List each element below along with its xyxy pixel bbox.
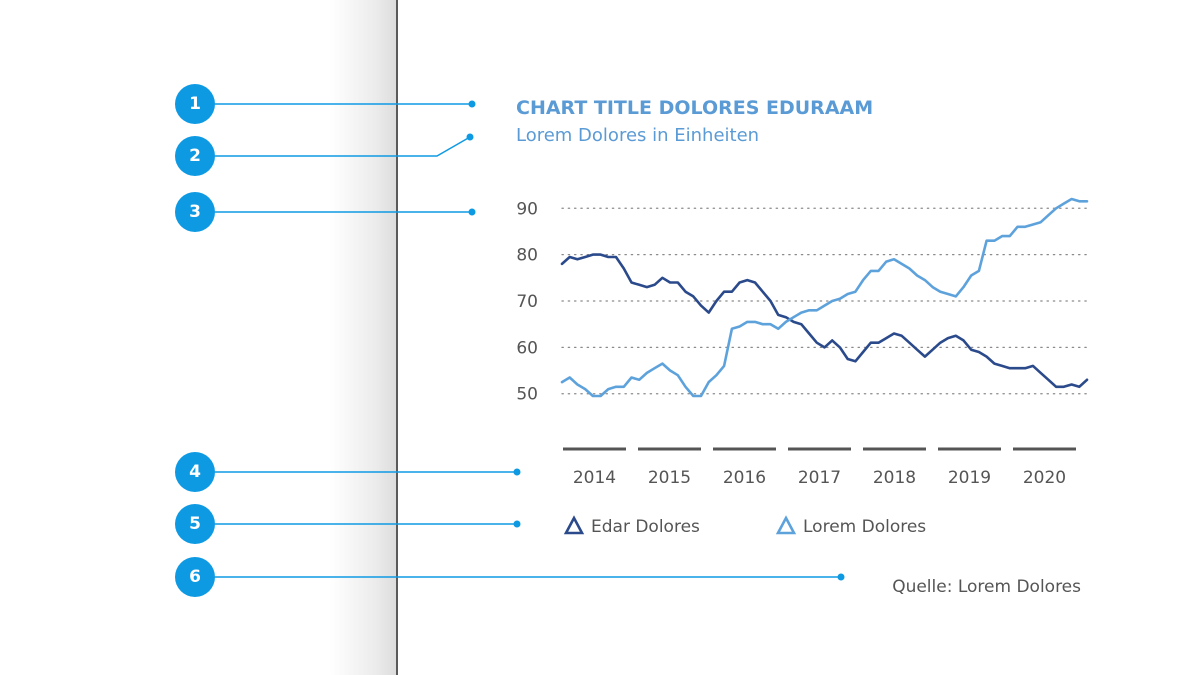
annotation-badge-1: 1 bbox=[175, 84, 215, 124]
x-tick-label: 2017 bbox=[798, 468, 841, 488]
legend-marker-triangle-icon bbox=[775, 515, 797, 535]
y-tick-label: 60 bbox=[516, 338, 538, 358]
y-tick-label: 70 bbox=[516, 292, 538, 312]
x-tick-label: 2015 bbox=[648, 468, 691, 488]
x-tick-label: 2018 bbox=[873, 468, 916, 488]
source-note: Quelle: Lorem Dolores bbox=[892, 577, 1081, 597]
annotation-badge-3: 3 bbox=[175, 192, 215, 232]
y-axis-ticks: 90 80 70 60 50 bbox=[516, 199, 538, 404]
legend: Edar Dolores Lorem Dolores bbox=[563, 515, 926, 537]
connector-dot-2 bbox=[466, 133, 474, 141]
annotation-badge-5: 5 bbox=[175, 504, 215, 544]
annotation-badge-2: 2 bbox=[175, 136, 215, 176]
x-axis-ticks: 2014 2015 2016 2017 2018 2019 2020 bbox=[573, 468, 1066, 488]
connector-dot-6 bbox=[837, 573, 845, 581]
connector-dot-5 bbox=[513, 520, 521, 528]
y-tick-label: 50 bbox=[516, 385, 538, 405]
page-edge-line bbox=[396, 0, 398, 675]
chart-title: CHART TITLE DOLORES EDURAAM bbox=[516, 97, 873, 119]
x-tick-label: 2014 bbox=[573, 468, 616, 488]
legend-label: Edar Dolores bbox=[591, 517, 700, 537]
series-line-edar-dolores bbox=[560, 253, 1089, 389]
y-tick-label: 80 bbox=[516, 246, 538, 266]
connector-dot-4 bbox=[513, 468, 521, 476]
connector-line-2 bbox=[215, 136, 471, 157]
legend-label: Lorem Dolores bbox=[803, 517, 926, 537]
annotation-badge-6: 6 bbox=[175, 557, 215, 597]
x-tick-label: 2016 bbox=[723, 468, 766, 488]
series-lines bbox=[560, 197, 1089, 398]
connector-dot-1 bbox=[468, 100, 476, 108]
x-tick-label: 2019 bbox=[948, 468, 991, 488]
x-tick-label: 2020 bbox=[1023, 468, 1066, 488]
connector-dot-3 bbox=[468, 208, 476, 216]
legend-marker-triangle-icon bbox=[563, 515, 585, 535]
series-line-lorem-dolores bbox=[560, 197, 1089, 398]
chart-subtitle: Lorem Dolores in Einheiten bbox=[516, 125, 759, 146]
y-tick-label: 90 bbox=[516, 199, 538, 219]
annotation-badge-4: 4 bbox=[175, 452, 215, 492]
